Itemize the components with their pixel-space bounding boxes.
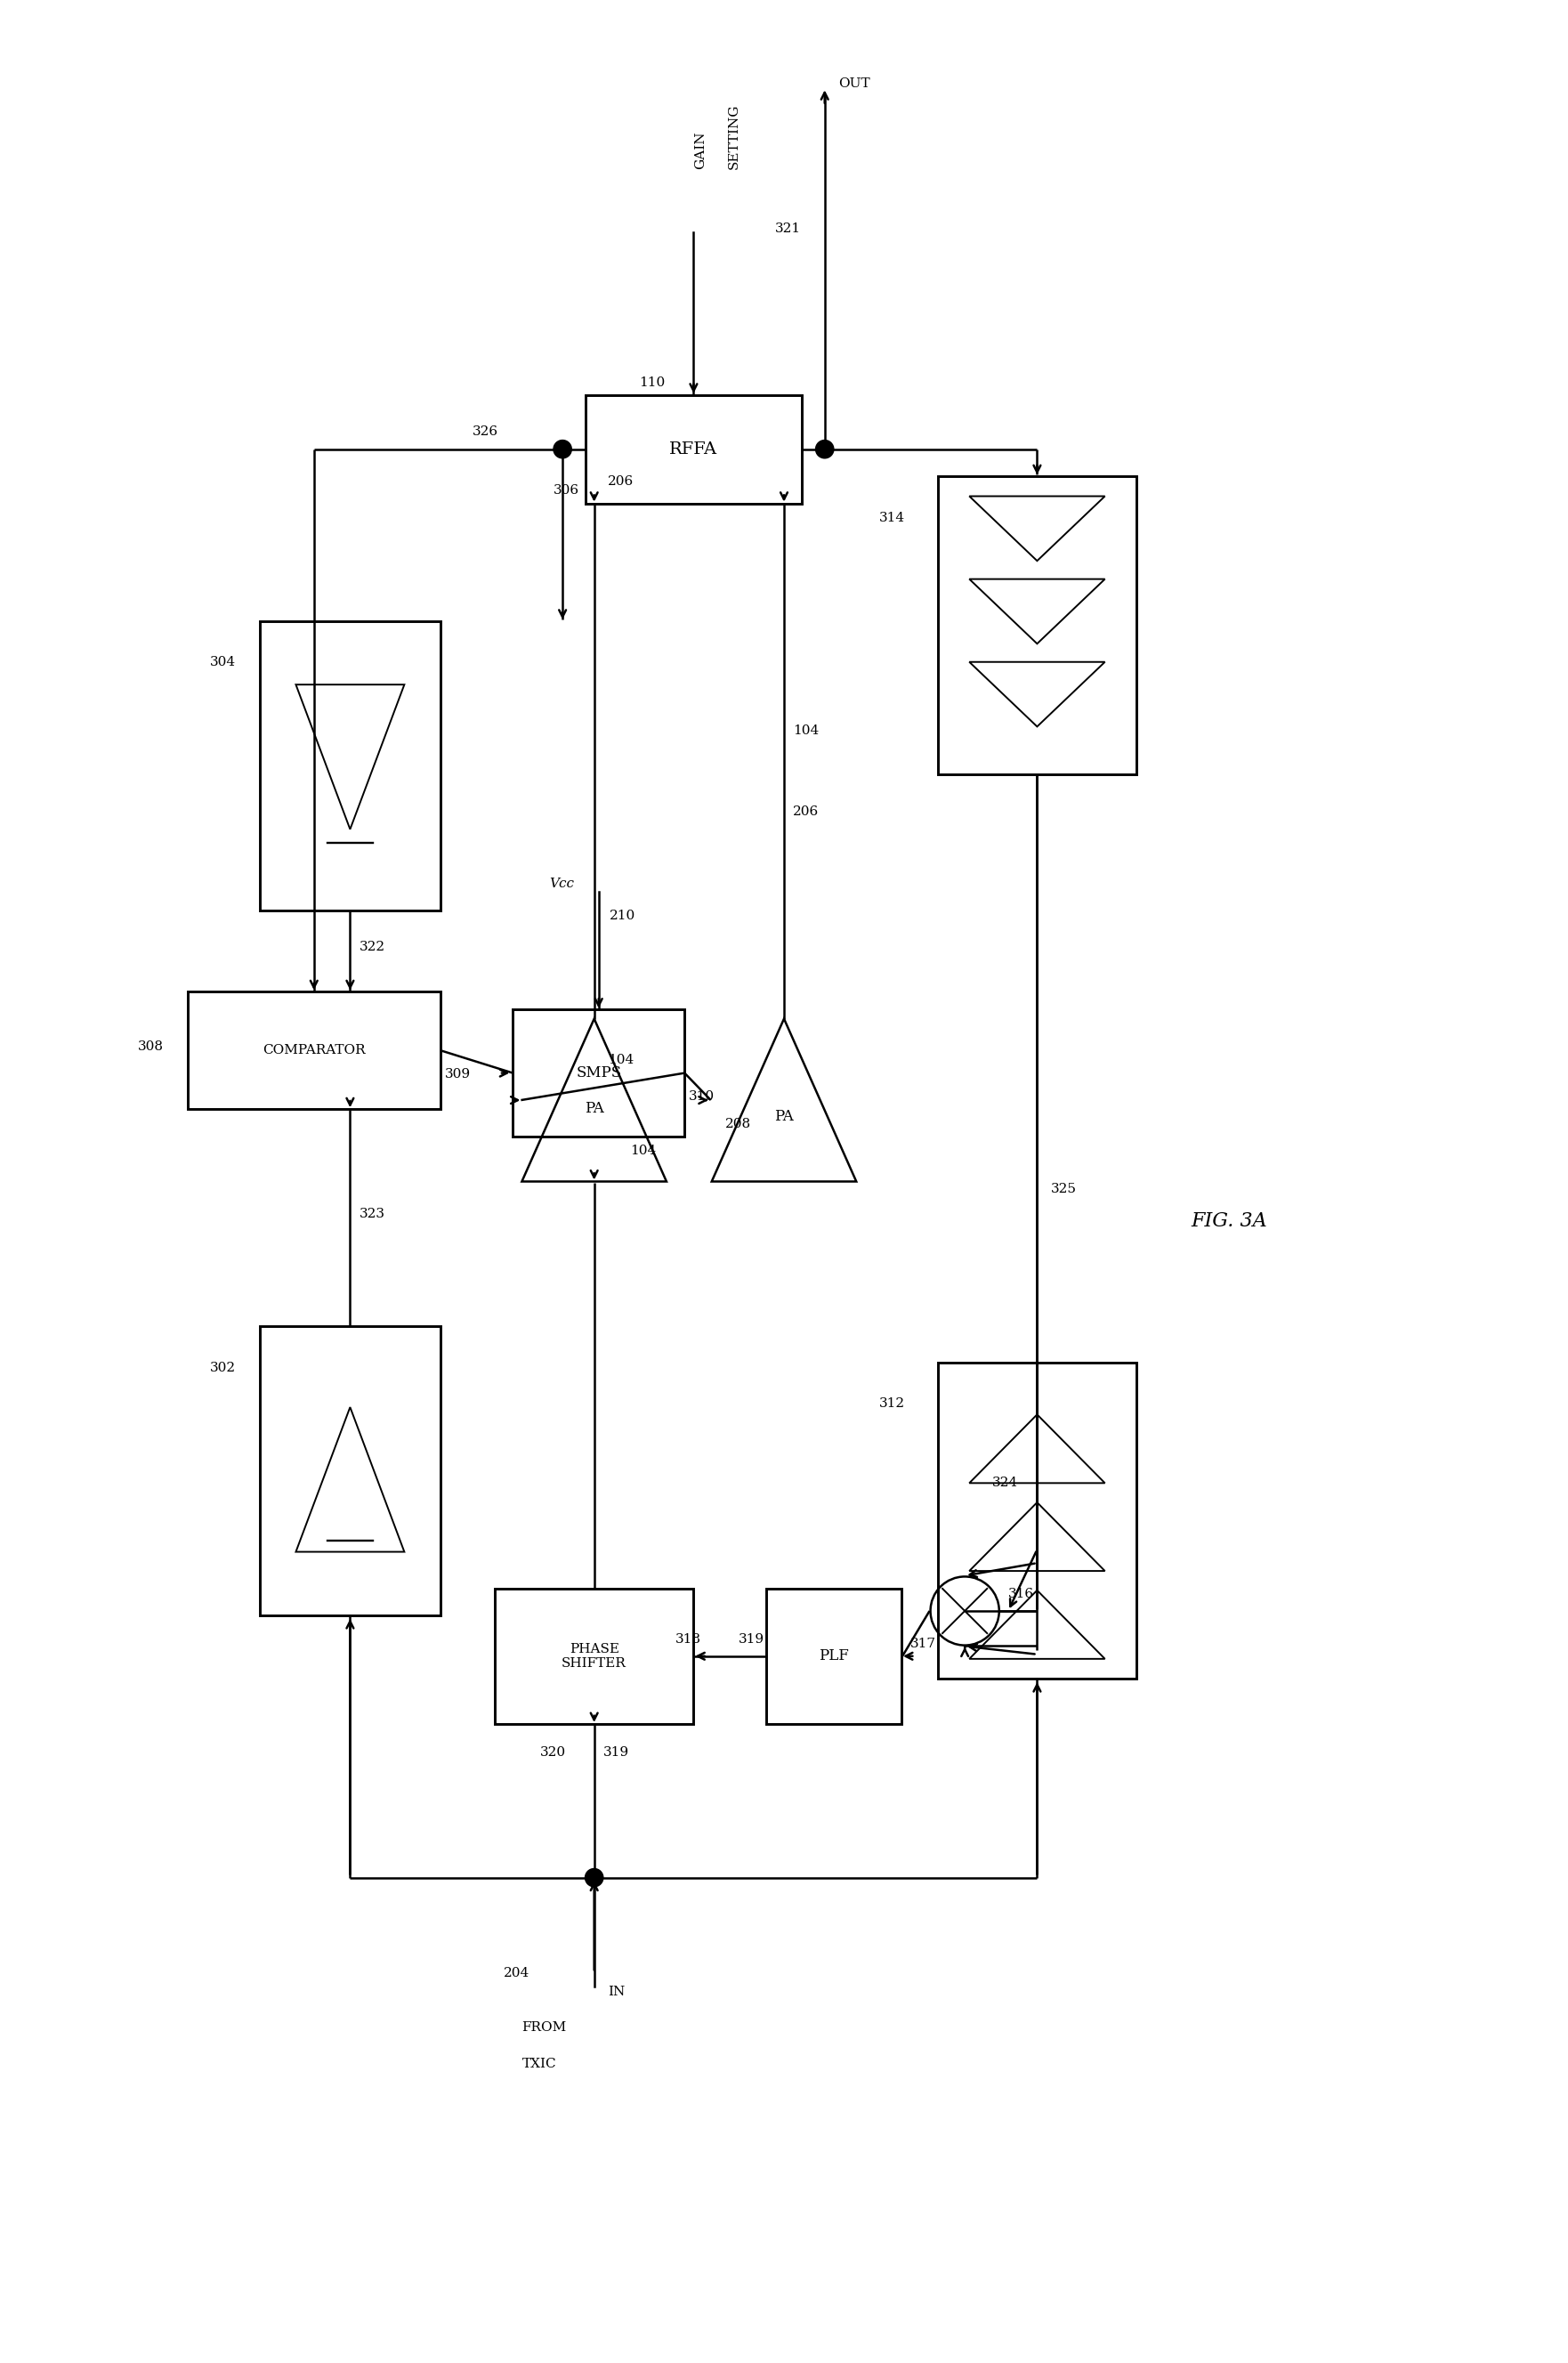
Text: FROM: FROM [522, 2023, 566, 2035]
Text: 324: 324 [993, 1477, 1018, 1489]
Bar [260, 1326, 441, 1616]
Text: 310: 310 [688, 1089, 715, 1104]
Text: 302: 302 [210, 1361, 235, 1373]
Text: RFFA: RFFA [670, 442, 718, 456]
Text: 304: 304 [210, 657, 235, 669]
Text: PHASE
SHIFTER: PHASE SHIFTER [561, 1642, 627, 1671]
Bar [495, 1588, 693, 1725]
Text: 322: 322 [359, 940, 386, 955]
Text: 306: 306 [554, 484, 580, 496]
Bar [260, 621, 441, 910]
Bar [765, 1588, 902, 1725]
Text: 317: 317 [911, 1638, 936, 1649]
Bar [513, 1009, 685, 1137]
Text: 319: 319 [604, 1746, 629, 1758]
Text: 104: 104 [630, 1144, 657, 1158]
Text: 309: 309 [445, 1068, 470, 1080]
Text: Vcc: Vcc [549, 879, 574, 891]
Text: 308: 308 [138, 1040, 163, 1054]
Text: 210: 210 [610, 910, 635, 922]
Bar [938, 477, 1137, 775]
Text: 321: 321 [775, 222, 801, 234]
Text: 110: 110 [640, 376, 665, 388]
Bar [938, 1363, 1137, 1678]
Bar [585, 395, 803, 503]
Text: 325: 325 [1051, 1184, 1077, 1196]
Text: 206: 206 [608, 475, 633, 489]
Text: 326: 326 [472, 425, 499, 437]
Circle shape [585, 1869, 604, 1886]
Circle shape [815, 440, 834, 458]
Text: SMPS: SMPS [575, 1066, 621, 1080]
Text: 318: 318 [676, 1633, 701, 1645]
Text: GAIN: GAIN [695, 130, 707, 168]
Text: PA: PA [775, 1108, 793, 1125]
Text: 104: 104 [793, 723, 818, 737]
Text: 314: 314 [880, 513, 905, 525]
Text: 208: 208 [726, 1118, 751, 1130]
Text: 319: 319 [739, 1633, 765, 1645]
Text: 320: 320 [539, 1746, 566, 1758]
Text: COMPARATOR: COMPARATOR [262, 1044, 365, 1056]
Text: 104: 104 [608, 1054, 633, 1066]
Text: 316: 316 [1008, 1588, 1035, 1600]
Text: 323: 323 [359, 1207, 384, 1219]
Text: TXIC: TXIC [522, 2058, 557, 2070]
Text: OUT: OUT [839, 78, 870, 90]
Text: PLF: PLF [818, 1649, 848, 1664]
Text: 204: 204 [503, 1968, 530, 1980]
Text: 206: 206 [793, 806, 818, 818]
Text: FIG. 3A: FIG. 3A [1190, 1212, 1267, 1231]
Text: IN: IN [608, 1985, 626, 1997]
Bar [188, 992, 441, 1108]
Text: PA: PA [585, 1101, 604, 1115]
Circle shape [554, 440, 572, 458]
Text: 312: 312 [880, 1399, 905, 1411]
Text: SETTING: SETTING [728, 104, 740, 168]
